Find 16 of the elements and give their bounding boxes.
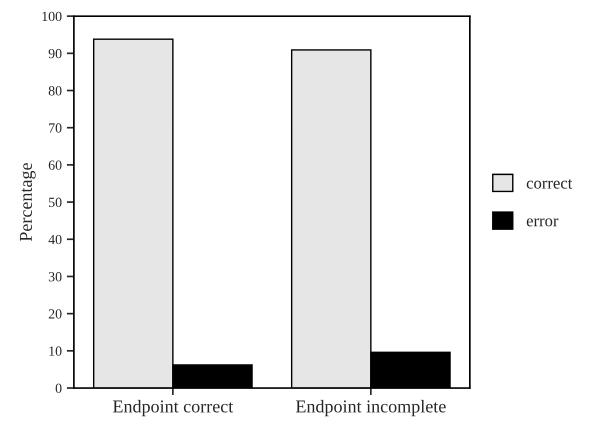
legend-label: error: [526, 218, 558, 226]
y-tick-label: 50: [48, 198, 62, 208]
legend-label: correct: [526, 179, 572, 189]
x-tick-label: Endpoint incomplete: [296, 400, 446, 416]
y-tick-label: 20: [48, 309, 62, 319]
y-tick-label: 30: [48, 272, 62, 282]
y-tick-label: 100: [42, 12, 62, 22]
y-tick-label: 10: [49, 346, 62, 356]
y-tick-label: 90: [48, 48, 62, 58]
y-tick-label: 40: [48, 234, 62, 244]
y-tick-label: 80: [48, 86, 62, 96]
y-tick-label: 60: [48, 160, 62, 170]
y-axis-title: Percentage: [20, 163, 36, 242]
y-tick-label: 70: [49, 123, 62, 133]
x-tick-label: Endpoint correct: [112, 400, 234, 416]
y-tick-label: 0: [56, 384, 62, 393]
